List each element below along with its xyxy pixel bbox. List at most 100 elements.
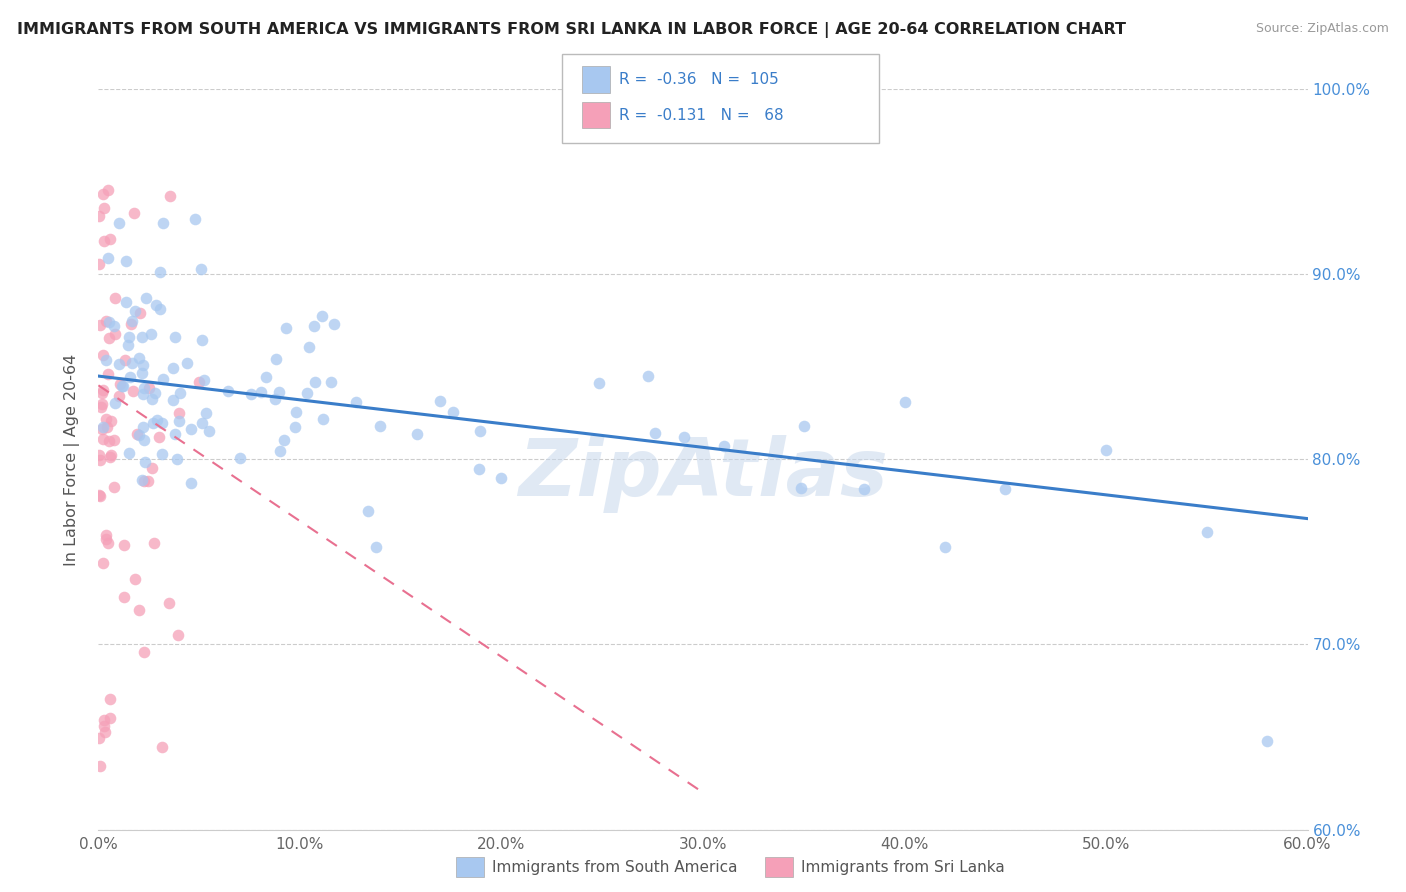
Point bbox=[302, 319, 325, 334]
Text: R =  -0.36   N =  105: R = -0.36 N = 105 bbox=[619, 72, 779, 87]
Point bbox=[132, 359, 155, 373]
Point bbox=[357, 503, 380, 517]
Point bbox=[254, 369, 277, 384]
Point bbox=[311, 309, 333, 323]
Point bbox=[118, 370, 141, 384]
Point bbox=[169, 385, 191, 400]
Point bbox=[89, 318, 111, 332]
Point bbox=[141, 326, 163, 341]
Point bbox=[93, 201, 115, 215]
Text: Immigrants from Sri Lanka: Immigrants from Sri Lanka bbox=[801, 860, 1005, 874]
Point bbox=[108, 357, 131, 371]
Point bbox=[152, 216, 174, 230]
Point bbox=[89, 759, 111, 773]
Text: ZipAtlas: ZipAtlas bbox=[517, 435, 889, 513]
Point bbox=[159, 189, 181, 203]
Point bbox=[134, 433, 156, 447]
Point bbox=[298, 340, 321, 354]
Point bbox=[97, 252, 120, 266]
Point bbox=[284, 405, 307, 419]
Point bbox=[98, 231, 121, 245]
Point bbox=[304, 376, 326, 390]
Point bbox=[132, 420, 155, 434]
Point bbox=[131, 329, 153, 343]
Point bbox=[110, 376, 132, 391]
Point bbox=[103, 433, 125, 447]
Point bbox=[141, 392, 163, 406]
Point bbox=[120, 317, 142, 331]
Point bbox=[323, 318, 346, 332]
Point bbox=[853, 482, 876, 496]
Point bbox=[167, 405, 190, 419]
Point bbox=[128, 351, 150, 366]
Point bbox=[104, 291, 127, 305]
Point bbox=[114, 353, 136, 368]
Point bbox=[91, 556, 114, 570]
Point bbox=[1095, 443, 1118, 458]
Point bbox=[89, 489, 111, 503]
Point bbox=[89, 488, 111, 502]
Point bbox=[89, 452, 111, 467]
Point bbox=[117, 446, 139, 460]
Point bbox=[166, 451, 188, 466]
Point bbox=[793, 418, 815, 433]
Point bbox=[128, 603, 150, 617]
Point bbox=[188, 375, 211, 389]
Point bbox=[96, 352, 118, 367]
Point bbox=[128, 306, 150, 320]
Point bbox=[149, 302, 172, 317]
Point bbox=[468, 424, 491, 438]
Point bbox=[406, 427, 429, 442]
Point bbox=[364, 540, 387, 554]
Point bbox=[124, 573, 146, 587]
Point bbox=[131, 366, 153, 380]
Point bbox=[112, 538, 135, 552]
Point bbox=[90, 401, 112, 415]
Point bbox=[121, 356, 143, 370]
Point bbox=[90, 422, 112, 436]
Y-axis label: In Labor Force | Age 20-64: In Labor Force | Age 20-64 bbox=[63, 353, 80, 566]
Point bbox=[297, 385, 319, 400]
Point bbox=[97, 315, 120, 329]
Point bbox=[132, 386, 155, 401]
Point bbox=[91, 397, 114, 411]
Point bbox=[134, 455, 156, 469]
Point bbox=[111, 378, 134, 392]
Point bbox=[468, 461, 491, 475]
Point bbox=[122, 206, 145, 220]
Point bbox=[98, 450, 121, 465]
Point bbox=[132, 474, 155, 488]
Point bbox=[267, 385, 290, 400]
Point bbox=[89, 448, 111, 462]
Point bbox=[103, 480, 125, 494]
Point bbox=[103, 319, 125, 334]
Point bbox=[93, 348, 115, 362]
Point bbox=[319, 375, 342, 389]
Point bbox=[114, 254, 136, 268]
Point bbox=[264, 351, 287, 366]
Point bbox=[311, 411, 333, 425]
Point bbox=[637, 368, 659, 383]
Point bbox=[91, 386, 114, 401]
Point bbox=[934, 540, 956, 554]
Point bbox=[148, 265, 170, 279]
Point bbox=[94, 412, 117, 426]
Point bbox=[489, 471, 512, 485]
Point bbox=[163, 329, 186, 343]
Point bbox=[112, 590, 135, 604]
Point bbox=[93, 713, 115, 727]
Point bbox=[89, 731, 111, 745]
Point bbox=[98, 434, 121, 449]
Point bbox=[157, 595, 180, 609]
Point bbox=[94, 528, 117, 542]
Point bbox=[112, 379, 135, 393]
Point bbox=[588, 376, 610, 390]
Point bbox=[115, 294, 138, 309]
Point bbox=[100, 448, 122, 462]
Point bbox=[93, 234, 115, 248]
Point bbox=[91, 433, 114, 447]
Point bbox=[197, 424, 219, 438]
Point bbox=[127, 426, 149, 441]
Point bbox=[132, 381, 155, 395]
Point bbox=[228, 450, 250, 465]
